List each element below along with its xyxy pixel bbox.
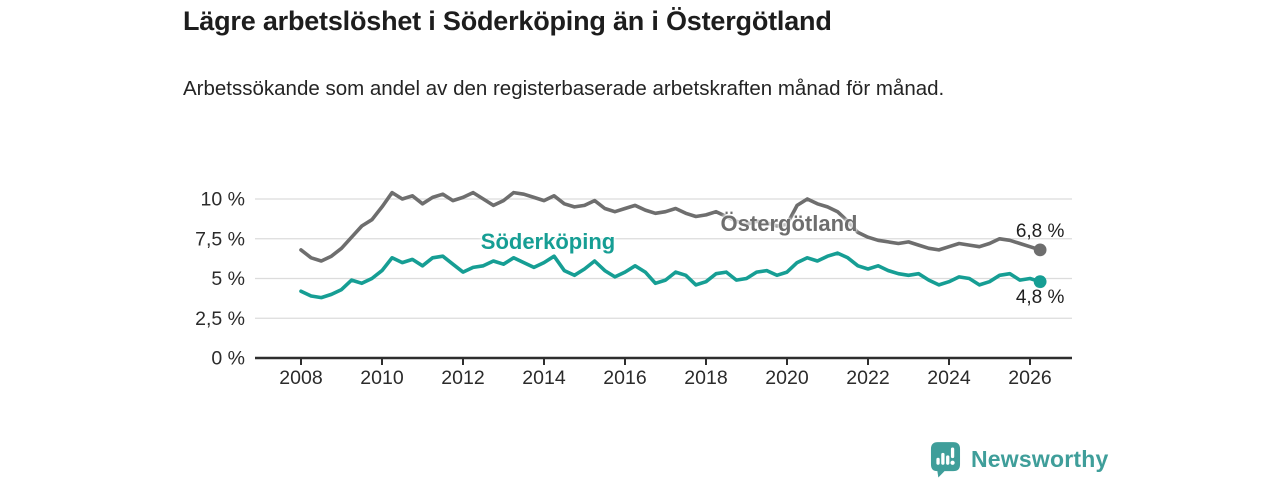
series-label-soderkoping: Söderköping: [480, 229, 616, 254]
y-tick-label: 0 %: [211, 348, 245, 370]
y-tick-label: 2,5 %: [195, 308, 245, 330]
series-end-dot-östergötland: [1033, 243, 1047, 257]
series-line-östergötland: [299, 190, 1042, 263]
chart-subtitle: Arbetssökande som andel av den registerb…: [183, 77, 945, 100]
y-tick-label: 5 %: [211, 268, 245, 290]
x-tick-label: 2022: [846, 367, 889, 389]
end-value-label-ostergotland: 6,8 %: [1015, 221, 1065, 243]
x-tick-label: 2026: [1008, 367, 1051, 389]
newsworthy-logo[interactable]: Newsworthy: [930, 441, 1108, 478]
newsworthy-wordmark: Newsworthy: [971, 446, 1109, 472]
series-end-dot-söderköping: [1033, 275, 1047, 289]
y-tick-label: 10 %: [201, 189, 245, 211]
x-tick-label: 2020: [765, 367, 809, 389]
end-value-label-soderkoping: 4,8 %: [1015, 287, 1065, 309]
y-tick-label: 7,5 %: [195, 228, 245, 250]
series-label-ostergotland: Östergötland: [720, 211, 858, 236]
x-tick-label: 2018: [684, 367, 727, 389]
x-tick-label: 2024: [927, 367, 971, 389]
x-tick-label: 2016: [603, 367, 646, 389]
series-line-söderköping: [299, 251, 1042, 300]
newsworthy-icon: [930, 442, 961, 478]
x-tick-label: 2008: [279, 367, 322, 389]
page-title: Lägre arbetslöshet i Söderköping än i Ös…: [183, 6, 832, 36]
x-tick-label: 2012: [441, 367, 484, 389]
x-tick-label: 2010: [360, 367, 404, 389]
x-tick-label: 2014: [522, 367, 566, 389]
